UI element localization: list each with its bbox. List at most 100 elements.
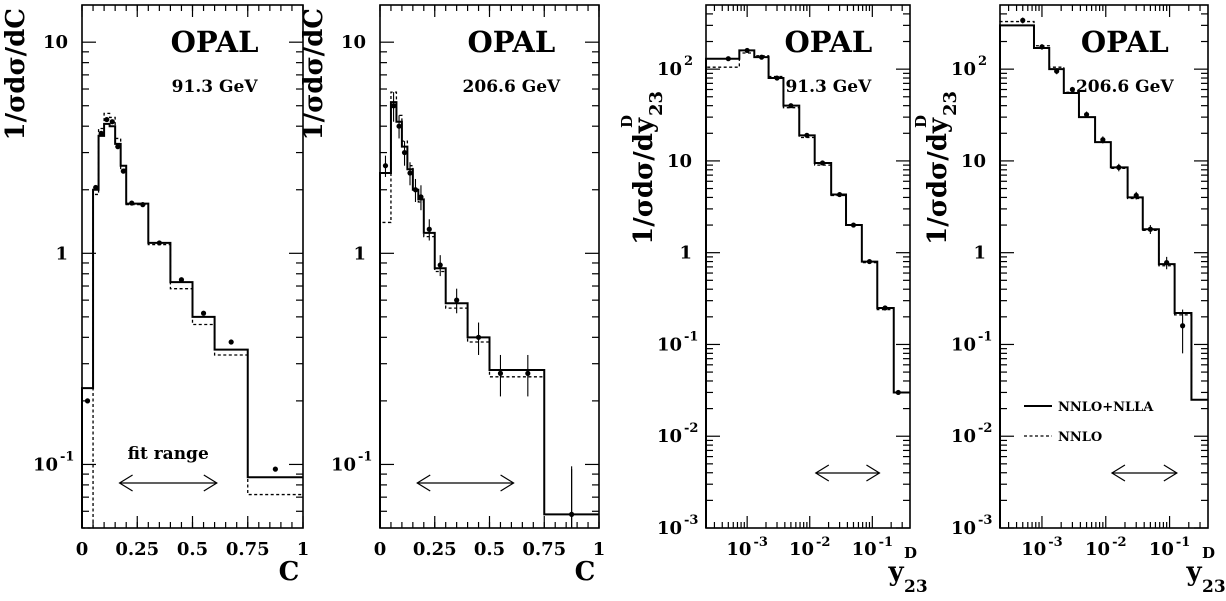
y-tick-label-base: 10 bbox=[657, 334, 682, 355]
panel-title: OPAL bbox=[171, 25, 259, 59]
y-tick-label-base: 10 bbox=[951, 59, 976, 80]
y-tick-label: 10 bbox=[951, 334, 976, 355]
fit-range-arrowhead-right bbox=[866, 464, 881, 482]
data-point bbox=[1083, 111, 1090, 118]
x-tick-label-base: 0 bbox=[374, 539, 387, 560]
x-tick-label-base: 10 bbox=[789, 539, 814, 560]
data-point bbox=[228, 339, 234, 345]
y-tick-label-exp: -2 bbox=[978, 421, 992, 436]
data-point bbox=[412, 187, 419, 193]
panel-subtitle: 206.6 GeV bbox=[463, 77, 561, 97]
fit-range-arrowhead-right bbox=[500, 474, 515, 492]
y-axis-label-group: 1/σdσ/dC bbox=[299, 8, 329, 140]
y-tick-label: 10 bbox=[951, 518, 976, 539]
fit-range-arrowhead-left bbox=[1110, 464, 1126, 482]
y-tick-label: 1 bbox=[973, 243, 986, 264]
x-tick-label-base: 0.75 bbox=[226, 539, 270, 560]
data-point bbox=[1147, 226, 1153, 232]
x-tick-label-base: 0.25 bbox=[115, 539, 159, 560]
fit-range-arrowhead-left bbox=[416, 474, 431, 492]
y-tick-label-base: 1 bbox=[55, 243, 68, 264]
y-tick-label-exp: -1 bbox=[60, 449, 74, 464]
data-point bbox=[272, 466, 278, 472]
y-tick-label: 10 bbox=[657, 518, 682, 539]
x-tick-label-base: 0 bbox=[76, 539, 89, 560]
y-tick-label-exp: -3 bbox=[978, 513, 992, 528]
y-tick-label-exp: 2 bbox=[978, 54, 987, 69]
y-tick-label-exp: -1 bbox=[684, 329, 698, 344]
histogram-solid bbox=[705, 49, 910, 528]
y-tick-label-base: 10 bbox=[951, 426, 976, 447]
y-tick-label-base: 10 bbox=[657, 426, 682, 447]
data-point bbox=[109, 119, 115, 125]
x-tick-label: 1 bbox=[593, 539, 606, 560]
data-point bbox=[525, 370, 531, 376]
data-point bbox=[156, 240, 162, 246]
y-axis-label: 1/σdσ/dy bbox=[629, 117, 659, 245]
y-tick-label: 10 bbox=[657, 426, 682, 447]
panel-subtitle: 91.3 GeV bbox=[172, 77, 259, 97]
y-tick-label-exp: -1 bbox=[358, 449, 372, 464]
x-tick-label-exp: -1 bbox=[879, 535, 893, 550]
data-point bbox=[1069, 86, 1076, 93]
y-tick-label: 1 bbox=[353, 243, 366, 264]
y-tick-label-exp: -1 bbox=[978, 329, 992, 344]
y-tick-label: 10 bbox=[341, 32, 366, 53]
data-point bbox=[882, 305, 888, 311]
data-point bbox=[895, 389, 901, 396]
y-tick-label-exp: 2 bbox=[684, 54, 693, 69]
data-point bbox=[1180, 323, 1186, 329]
x-axis-label: y bbox=[1185, 557, 1202, 587]
y-axis-label-sup: D bbox=[618, 115, 636, 128]
data-point bbox=[497, 370, 504, 376]
y-axis-label: 1/σdσ/dC bbox=[1, 8, 31, 140]
x-tick-label-base: 10 bbox=[1085, 539, 1110, 560]
data-point bbox=[1054, 68, 1060, 74]
data-point bbox=[744, 47, 750, 54]
data-point bbox=[1100, 137, 1106, 143]
x-tick-label-base: 10 bbox=[726, 539, 751, 560]
data-point bbox=[401, 149, 408, 156]
data-point bbox=[437, 262, 443, 268]
y-tick-label-base: 10 bbox=[341, 32, 366, 53]
data-point bbox=[84, 398, 91, 404]
y-axis-label-sup: D bbox=[912, 115, 930, 128]
histogram-solid bbox=[81, 122, 303, 528]
x-tick-label: 1 bbox=[297, 539, 310, 560]
x-axis-label: C bbox=[279, 557, 300, 587]
y-tick-label-base: 10 bbox=[33, 454, 58, 475]
x-tick-label: 10 -2 bbox=[789, 535, 831, 560]
x-axis-label: y bbox=[887, 557, 904, 587]
x-tick-label: 0.25 bbox=[115, 539, 159, 560]
y-axis-label-group: 1/σdσ/dC bbox=[1, 8, 31, 140]
data-point bbox=[804, 132, 810, 138]
x-tick-label: 0.5 bbox=[177, 539, 208, 560]
histogram-dashed bbox=[379, 91, 599, 528]
data-point bbox=[1039, 44, 1045, 50]
x-tick-label: 10 -3 bbox=[726, 535, 768, 560]
x-tick-label-base: 0.75 bbox=[522, 539, 566, 560]
data-point bbox=[1133, 192, 1139, 199]
data-point bbox=[1116, 164, 1122, 170]
y-tick-label: 10 bbox=[43, 32, 68, 53]
y-tick-label: 10 bbox=[951, 59, 976, 80]
x-axis-label-sub: 23 bbox=[1202, 577, 1226, 597]
data-point bbox=[454, 297, 460, 303]
x-tick-label: 0.5 bbox=[474, 539, 505, 560]
histogram-solid bbox=[999, 24, 1208, 528]
x-tick-label: 10 -1 bbox=[1149, 535, 1191, 560]
x-tick-label-exp: -1 bbox=[1176, 535, 1190, 550]
y-axis-label: 1/σdσ/dy bbox=[923, 117, 953, 245]
x-tick-label-exp: -2 bbox=[1112, 535, 1126, 550]
y-tick-label-base: 10 bbox=[951, 518, 976, 539]
x-tick-label-base: 1 bbox=[593, 539, 606, 560]
data-point bbox=[93, 184, 99, 191]
y-tick-label: 10 bbox=[667, 151, 692, 172]
data-point bbox=[850, 222, 857, 228]
data-point bbox=[819, 160, 826, 166]
panel-subtitle: 91.3 GeV bbox=[785, 77, 872, 97]
data-point bbox=[475, 334, 482, 340]
